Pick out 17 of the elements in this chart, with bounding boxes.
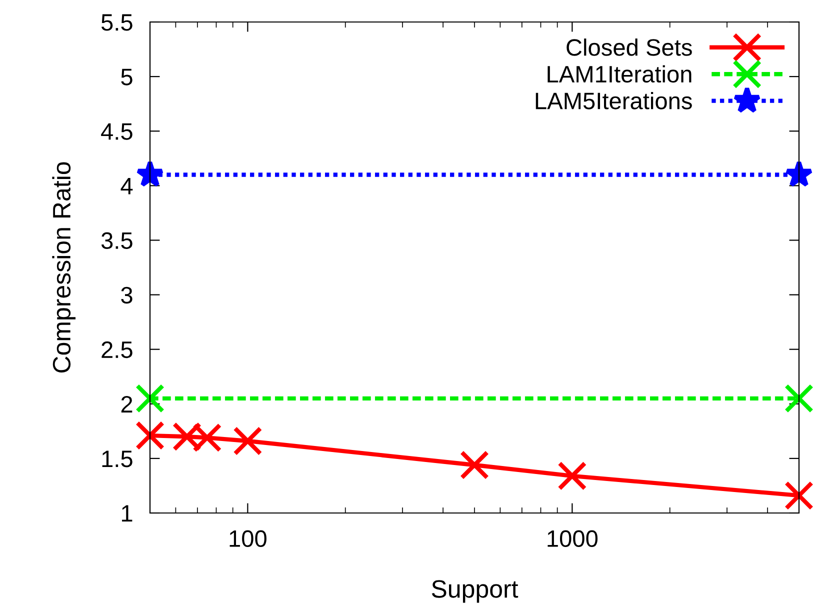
legend-label: LAM1Iteration: [548, 65, 692, 83]
y-tick-label: 5.5: [101, 14, 132, 31]
y-tick-label: 4.5: [101, 123, 132, 140]
x-axis-title: Support: [432, 580, 518, 603]
y-tick-label: 1: [122, 505, 132, 522]
x-tick-label: 1000: [548, 530, 598, 548]
legend-label: LAM5Iterations: [536, 92, 692, 110]
y-tick-label: 2: [121, 396, 132, 412]
y-tick-label: 3: [121, 286, 132, 304]
x-tick-label: 100: [230, 530, 266, 548]
y-tick-label: 1.5: [102, 450, 132, 468]
y-tick-label: 5: [121, 68, 132, 86]
y-axis-title: Compression Ratio: [52, 162, 76, 373]
y-tick-label: 4: [120, 178, 133, 194]
y-tick-label: 3.5: [101, 232, 132, 250]
y-tick-label: 2.5: [102, 341, 132, 358]
legend-label: Closed Sets: [566, 38, 692, 56]
